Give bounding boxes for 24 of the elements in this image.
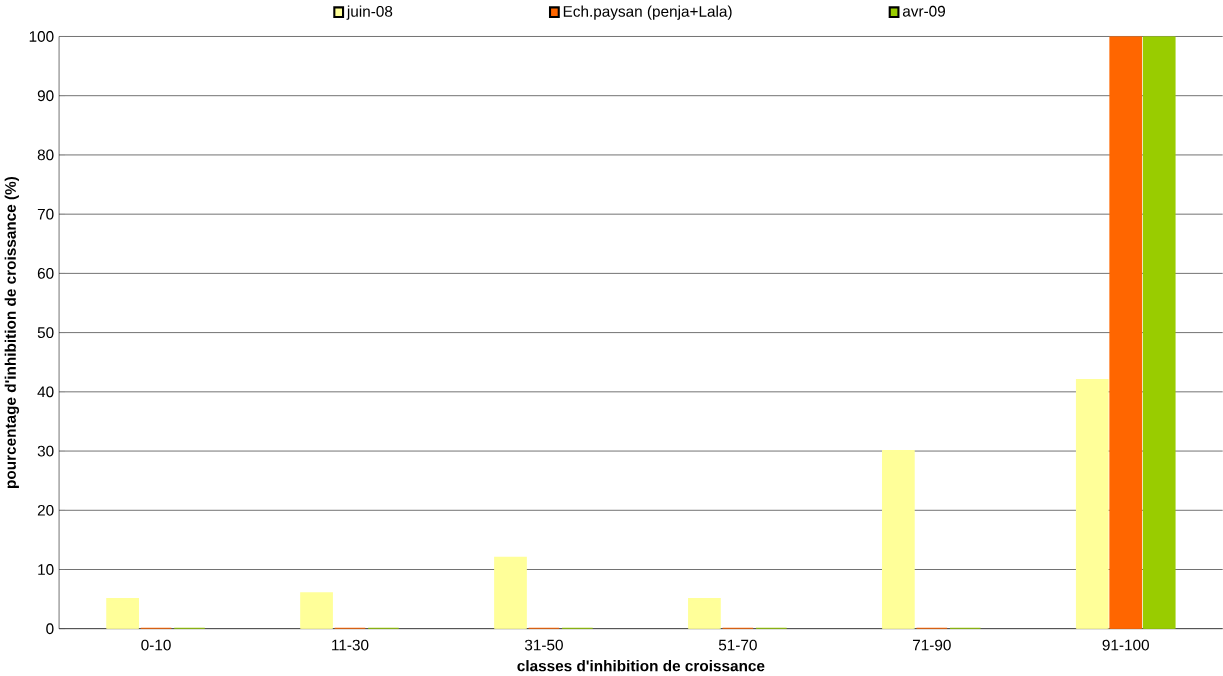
- y-tick-label: 100: [29, 31, 54, 42]
- y-tick-label: 0: [46, 623, 54, 635]
- x-axis-title: classes d'inhibition de croissance: [517, 660, 765, 672]
- y-tick-label: 60: [37, 268, 54, 279]
- y-tick-label: 20: [37, 504, 54, 516]
- y-tick-label: 30: [37, 445, 54, 457]
- y-tick-label: 10: [38, 564, 54, 575]
- y-tick-label: 90: [37, 90, 54, 102]
- x-tick-label: 51-70: [718, 639, 757, 651]
- x-tick-label: 71-90: [912, 639, 951, 651]
- bar: [1109, 36, 1143, 629]
- y-tick-label: 80: [37, 149, 54, 161]
- x-tick-label: 0-10: [141, 639, 171, 651]
- x-tick-label: 31-50: [524, 639, 563, 651]
- x-tick-label: 11-30: [332, 639, 369, 651]
- legend-label: Ech.paysan (penja+Lala): [563, 5, 732, 20]
- y-tick-label: 70: [37, 208, 54, 220]
- legend-label: avr-09: [902, 5, 945, 17]
- y-tick-label: 50: [37, 327, 54, 339]
- y-axis-title: pourcentage d'inhibition de croissance (%): [4, 176, 20, 489]
- x-tick-label: 91-100: [1102, 639, 1149, 651]
- y-tick-label: 40: [37, 386, 54, 398]
- legend-label: juin-08: [346, 5, 393, 20]
- bar: [1142, 36, 1176, 629]
